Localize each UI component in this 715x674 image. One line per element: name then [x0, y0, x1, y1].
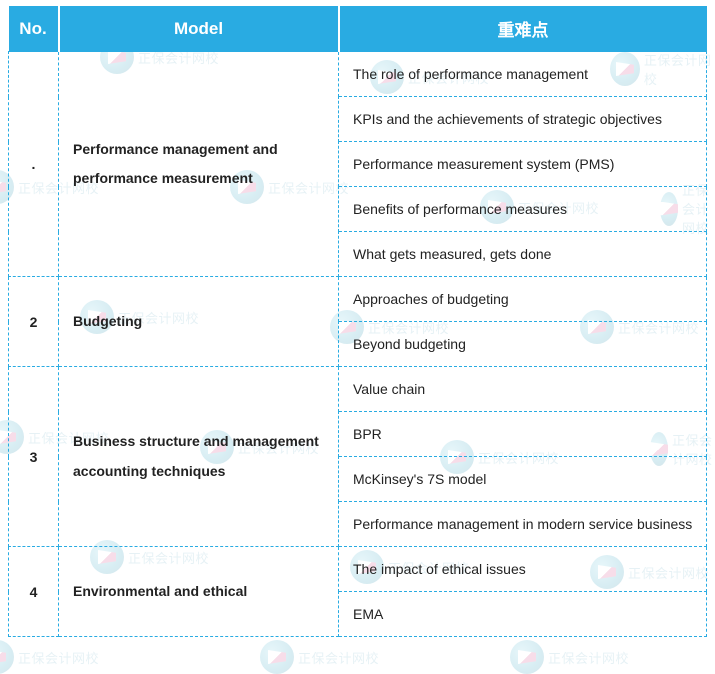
watermark: 正保会计网校	[510, 640, 629, 674]
table-header: No. Model 重难点	[9, 6, 707, 52]
header-model: Model	[59, 6, 339, 52]
table-row: 4Environmental and ethicalThe impact of …	[9, 547, 707, 592]
watermark-text: 正保会计网校	[298, 648, 379, 667]
table-container: No. Model 重难点 .Performance management an…	[0, 0, 715, 637]
watermark: 正保会计网校	[260, 640, 379, 674]
cell-model: Budgeting	[59, 277, 339, 367]
cell-point: Performance management in modern service…	[339, 502, 707, 547]
cell-point: The role of performance management	[339, 52, 707, 97]
watermark-logo-icon	[510, 640, 544, 674]
watermark: 正保会计网校	[0, 640, 99, 674]
cell-model: Performance management and performance m…	[59, 52, 339, 277]
table-row: 3Business structure and management accou…	[9, 367, 707, 412]
cell-point: Beyond budgeting	[339, 322, 707, 367]
cell-no: 4	[9, 547, 59, 637]
cell-point: BPR	[339, 412, 707, 457]
content-table: No. Model 重难点 .Performance management an…	[8, 6, 707, 637]
cell-no: .	[9, 52, 59, 277]
table-row: .Performance management and performance …	[9, 52, 707, 97]
cell-point: The impact of ethical issues	[339, 547, 707, 592]
watermark-logo-icon	[0, 640, 14, 674]
table-body: .Performance management and performance …	[9, 52, 707, 637]
cell-point: Approaches of budgeting	[339, 277, 707, 322]
cell-point: Performance measurement system (PMS)	[339, 142, 707, 187]
cell-no: 2	[9, 277, 59, 367]
cell-point: What gets measured, gets done	[339, 232, 707, 277]
watermark-logo-icon	[260, 640, 294, 674]
header-key: 重难点	[339, 6, 707, 52]
cell-point: KPIs and the achievements of strategic o…	[339, 97, 707, 142]
cell-model: Environmental and ethical	[59, 547, 339, 637]
header-no: No.	[9, 6, 59, 52]
watermark-text: 正保会计网校	[18, 648, 99, 667]
cell-point: McKinsey's 7S model	[339, 457, 707, 502]
cell-point: EMA	[339, 592, 707, 637]
cell-model: Business structure and management accoun…	[59, 367, 339, 547]
cell-no: 3	[9, 367, 59, 547]
table-row: 2BudgetingApproaches of budgeting	[9, 277, 707, 322]
watermark-text: 正保会计网校	[548, 648, 629, 667]
cell-point: Value chain	[339, 367, 707, 412]
cell-point: Benefits of performance measures	[339, 187, 707, 232]
